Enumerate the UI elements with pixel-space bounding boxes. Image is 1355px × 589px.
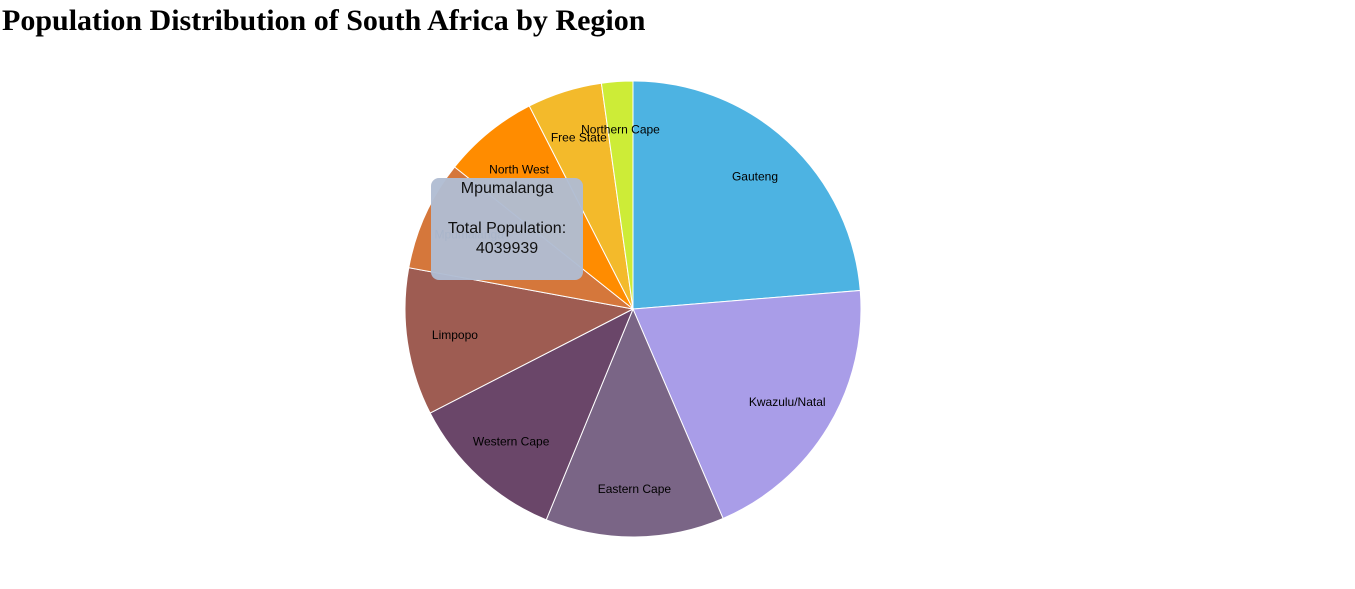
pie-slice-northern-cape[interactable] (600, 80, 634, 310)
pie-slice-western-cape[interactable] (429, 307, 634, 521)
slice-label-northern-cape: Northern Cape (581, 122, 660, 136)
pie-slice-kwazulu-natal[interactable] (632, 289, 862, 520)
slice-label-eastern-cape: Eastern Cape (598, 482, 672, 496)
slice-label-gauteng: Gauteng (732, 170, 778, 184)
slice-label-western-cape: Western Cape (473, 434, 550, 448)
page-title: Population Distribution of South Africa … (2, 4, 646, 37)
slice-label-limpopo: Limpopo (432, 328, 478, 342)
tooltip-spacer (431, 199, 583, 219)
pie-slice-gauteng[interactable] (632, 80, 861, 310)
tooltip-label: Total Population: (447, 220, 567, 237)
chart-tooltip: Mpumalanga Total Population: 4039939 (431, 178, 583, 280)
slice-label-north-west: North West (489, 163, 549, 177)
pie-slice-limpopo[interactable] (404, 267, 635, 414)
pie-slices (404, 80, 862, 538)
slice-label-kwazulu-natal: Kwazulu/Natal (749, 395, 826, 409)
tooltip-region: Mpumalanga (460, 180, 554, 197)
slice-label-free-state: Free State (551, 130, 607, 144)
tooltip-value: 4039939 (475, 240, 539, 257)
pie-slice-eastern-cape[interactable] (545, 307, 724, 538)
